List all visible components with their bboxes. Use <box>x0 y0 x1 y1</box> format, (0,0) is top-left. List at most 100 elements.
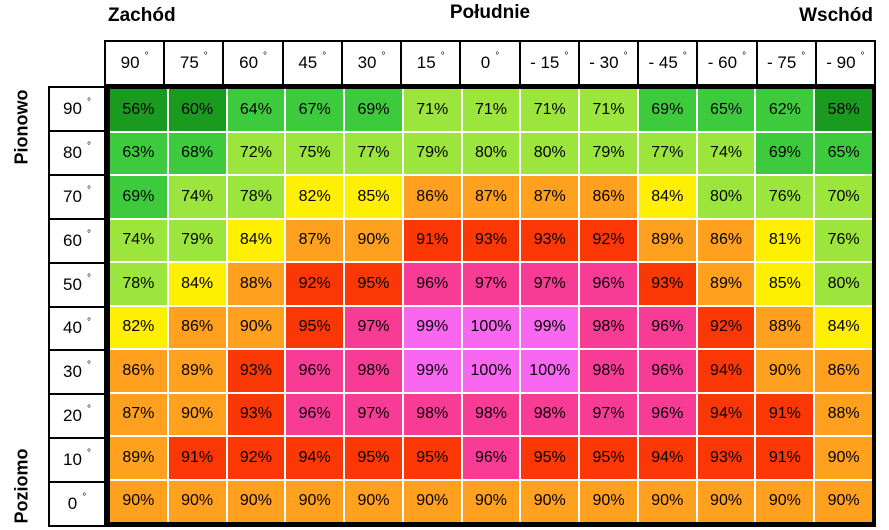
heatmap-cell-r40-c90: 82% <box>110 306 167 348</box>
heatmap-cell-r30-c-45: 96% <box>638 350 696 392</box>
heatmap-cell-r30-c-90: 86% <box>815 350 872 392</box>
heatmap-cell-r30-c0: 100% <box>462 350 520 392</box>
row-header-10: 10 ° <box>50 439 104 482</box>
col-header-45: 45 ° <box>283 42 341 84</box>
heatmap-cell-r70-c-30: 86% <box>580 176 637 218</box>
heatmap-cell-r50-c45: 92% <box>286 263 344 305</box>
angle-value: 50 <box>63 274 82 294</box>
degree-symbol: ° <box>86 448 91 460</box>
heatmap-cell-r20-c-45: 96% <box>638 393 696 435</box>
angle-value: 10 <box>63 450 82 470</box>
heatmap-cell-r20-c-15: 98% <box>521 393 579 435</box>
degree-symbol: ° <box>86 97 91 108</box>
heatmap-cell-r90-c-45: 69% <box>638 89 696 131</box>
col-header--15: - 15 ° <box>520 42 578 84</box>
heatmap-cell-r20-c-90: 88% <box>815 393 872 435</box>
row-header-0: 0 ° <box>50 483 104 525</box>
heatmap-cell-r20-c-75: 91% <box>756 393 814 435</box>
vertical-axis-label: Pionowo <box>11 89 32 165</box>
heatmap-cell-r10-c45: 94% <box>286 437 344 479</box>
heatmap-cell-r90-c-75: 62% <box>756 89 814 131</box>
heatmap-cell-r40-c75: 86% <box>168 306 226 348</box>
heatmap-cell-r30-c30: 98% <box>345 350 402 392</box>
heatmap-cell-r60-c30: 90% <box>345 219 402 261</box>
row-header-30: 30 ° <box>50 351 104 394</box>
heatmap-cell-r10-c-30: 95% <box>580 437 637 479</box>
heatmap-cell-r0-c-30: 90% <box>580 480 637 522</box>
heatmap-cell-r20-c30: 97% <box>345 393 402 435</box>
heatmap-cell-r30-c45: 96% <box>286 350 344 392</box>
heatmap-cell-r80-c75: 68% <box>168 132 226 174</box>
col-header-75: 75 ° <box>165 42 223 84</box>
horizontal-axis-label: Poziomo <box>11 448 32 524</box>
angle-value: 15 <box>416 53 436 72</box>
heatmap-cell-r40-c45: 95% <box>286 306 344 348</box>
angle-value: - 60 <box>707 53 738 72</box>
heatmap-cell-r90-c-60: 65% <box>697 89 755 131</box>
degree-symbol: ° <box>564 51 569 62</box>
degree-symbol: ° <box>860 51 865 62</box>
degree-symbol: ° <box>86 228 91 240</box>
heatmap-cell-r50-c-45: 93% <box>638 263 696 305</box>
angle-value: 30 <box>63 362 82 382</box>
degree-symbol: ° <box>742 51 747 62</box>
row-header-20: 20 ° <box>50 395 104 438</box>
heatmap-cell-r40-c-30: 98% <box>580 306 637 348</box>
heatmap-cell-r80-c-75: 69% <box>756 132 814 174</box>
col-header-30: 30 ° <box>342 42 401 84</box>
heatmap-cell-r70-c45: 82% <box>286 176 344 218</box>
angle-value: - 45 <box>648 53 678 72</box>
heatmap-cell-r0-c75: 90% <box>168 480 226 522</box>
heatmap-cell-r40-c60: 90% <box>227 306 285 348</box>
heatmap-cell-r70-c60: 78% <box>227 176 285 218</box>
heatmap-cell-r0-c90: 90% <box>110 480 167 522</box>
row-header-40: 40 ° <box>50 307 104 350</box>
degree-symbol: ° <box>86 360 91 372</box>
heatmap-cell-r60-c0: 93% <box>462 219 520 261</box>
row-header-50: 50 ° <box>50 263 104 306</box>
angle-value: - 90 <box>826 53 856 72</box>
heatmap-cell-r0-c45: 90% <box>286 480 344 522</box>
angle-value: 80 <box>63 142 82 162</box>
angle-value: 45 <box>298 53 318 72</box>
heatmap-cell-r0-c30: 90% <box>345 480 402 522</box>
heatmap-cell-r90-c15: 71% <box>403 89 461 131</box>
heatmap-cell-r70-c15: 86% <box>403 176 461 218</box>
heatmap-cell-r30-c-60: 94% <box>697 350 755 392</box>
heatmap-cell-r40-c15: 99% <box>403 306 461 348</box>
row-header-70: 70 ° <box>50 175 104 218</box>
heatmap-cell-r30-c90: 86% <box>110 350 167 392</box>
angle-value: 60 <box>63 230 82 250</box>
heatmap-cell-r30-c75: 89% <box>168 350 226 392</box>
heatmap-cell-r80-c45: 75% <box>286 132 344 174</box>
heatmap-cell-r30-c-75: 90% <box>756 350 814 392</box>
degree-symbol: ° <box>203 51 208 62</box>
heatmap-cell-r40-c30: 97% <box>345 306 402 348</box>
angle-value: 30 <box>357 53 377 72</box>
degree-symbol: ° <box>801 51 806 62</box>
heatmap-cell-r50-c0: 97% <box>462 263 520 305</box>
row-headers: 90 ° 80 ° 70 ° 60 ° 50 ° 40 ° 30 ° 20 ° 10 ° 0 ° <box>48 86 106 527</box>
heatmap-cell-r90-c-30: 71% <box>580 89 637 131</box>
degree-symbol: ° <box>86 184 91 196</box>
heatmap-cell-r60-c-60: 86% <box>697 219 755 261</box>
heatmap-cell-r60-c15: 91% <box>403 219 461 261</box>
heatmap-cell-r80-c-15: 80% <box>521 132 579 174</box>
heatmap-cell-r10-c-75: 91% <box>756 437 814 479</box>
angle-value: - 15 <box>530 53 560 72</box>
heatmap-cell-r60-c60: 84% <box>227 219 285 261</box>
degree-symbol: ° <box>682 51 687 62</box>
heatmap-cell-r20-c0: 98% <box>462 393 520 435</box>
heatmap-cell-r90-c75: 60% <box>168 89 226 131</box>
heatmap-cell-r90-c45: 67% <box>286 89 344 131</box>
heatmap-cell-r10-c15: 95% <box>403 437 461 479</box>
heatmap-cell-r40-c-75: 88% <box>756 306 814 348</box>
heatmap-cell-r70-c-15: 87% <box>521 176 579 218</box>
heatmap-cell-r70-c-75: 76% <box>756 176 814 218</box>
degree-symbol: ° <box>322 51 327 62</box>
angle-value: 60 <box>239 53 259 72</box>
heatmap-cell-r20-c-30: 97% <box>580 393 637 435</box>
heatmap-cell-r20-c90: 87% <box>110 393 167 435</box>
angle-value: 90 <box>120 53 140 72</box>
